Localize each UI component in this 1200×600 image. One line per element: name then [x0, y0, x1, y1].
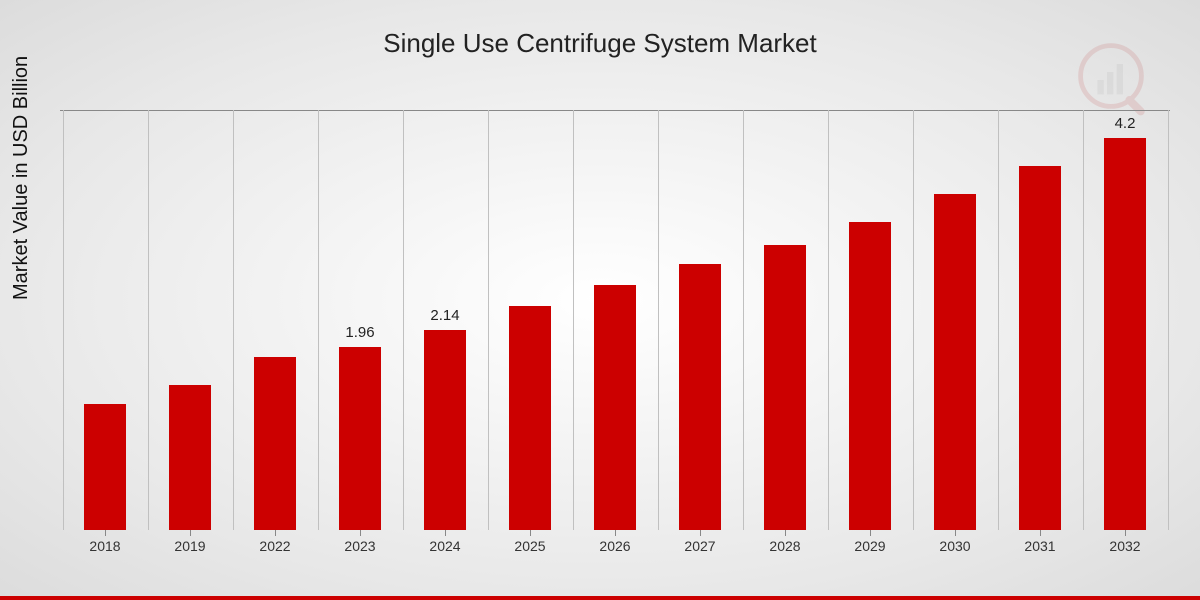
- x-tick: [615, 530, 616, 536]
- x-axis-label: 2018: [89, 538, 120, 554]
- bar: [254, 357, 296, 530]
- x-tick: [870, 530, 871, 536]
- x-axis-line: [60, 110, 1170, 111]
- x-axis-label: 2032: [1109, 538, 1140, 554]
- gridline: [913, 110, 914, 530]
- gridline: [63, 110, 64, 530]
- bar: [424, 330, 466, 530]
- bar: [764, 245, 806, 530]
- gridline: [1168, 110, 1169, 530]
- bottom-accent-stripe: [0, 596, 1200, 600]
- value-label: 4.2: [1115, 115, 1136, 132]
- x-tick: [530, 530, 531, 536]
- watermark-logo-icon: [1075, 40, 1155, 120]
- bar: [1104, 138, 1146, 530]
- x-axis-label: 2031: [1024, 538, 1055, 554]
- x-tick: [1040, 530, 1041, 536]
- gridline: [1083, 110, 1084, 530]
- gridline: [743, 110, 744, 530]
- x-tick: [445, 530, 446, 536]
- x-axis-label: 2019: [174, 538, 205, 554]
- chart-title: Single Use Centrifuge System Market: [0, 28, 1200, 59]
- x-axis-label: 2023: [344, 538, 375, 554]
- plot-area: 1.96 2.14 4.2: [60, 110, 1170, 530]
- y-axis-label: Market Value in USD Billion: [10, 56, 33, 300]
- x-axis-label: 2030: [939, 538, 970, 554]
- bar: [1019, 166, 1061, 530]
- x-tick: [700, 530, 701, 536]
- x-tick: [1125, 530, 1126, 536]
- x-tick: [190, 530, 191, 536]
- x-axis-label: 2027: [684, 538, 715, 554]
- x-axis-label: 2028: [769, 538, 800, 554]
- x-axis-label: 2025: [514, 538, 545, 554]
- x-axis-label: 2024: [429, 538, 460, 554]
- bar: [594, 285, 636, 530]
- gridline: [658, 110, 659, 530]
- x-tick: [360, 530, 361, 536]
- value-label: 2.14: [430, 307, 459, 324]
- gridline: [828, 110, 829, 530]
- x-tick: [275, 530, 276, 536]
- value-label: 1.96: [345, 324, 374, 341]
- x-axis-label: 2022: [259, 538, 290, 554]
- chart-container: Single Use Centrifuge System Market Mark…: [0, 0, 1200, 600]
- gridline: [318, 110, 319, 530]
- gridline: [573, 110, 574, 530]
- gridline: [233, 110, 234, 530]
- gridline: [488, 110, 489, 530]
- bar: [679, 264, 721, 530]
- bar: [934, 194, 976, 530]
- bar: [169, 385, 211, 530]
- bar: [849, 222, 891, 530]
- bar: [339, 347, 381, 530]
- bar: [84, 404, 126, 530]
- gridline: [148, 110, 149, 530]
- gridline: [403, 110, 404, 530]
- x-tick: [785, 530, 786, 536]
- x-axis-label: 2029: [854, 538, 885, 554]
- x-axis-label: 2026: [599, 538, 630, 554]
- bar: [509, 306, 551, 530]
- x-tick: [105, 530, 106, 536]
- gridline: [998, 110, 999, 530]
- x-tick: [955, 530, 956, 536]
